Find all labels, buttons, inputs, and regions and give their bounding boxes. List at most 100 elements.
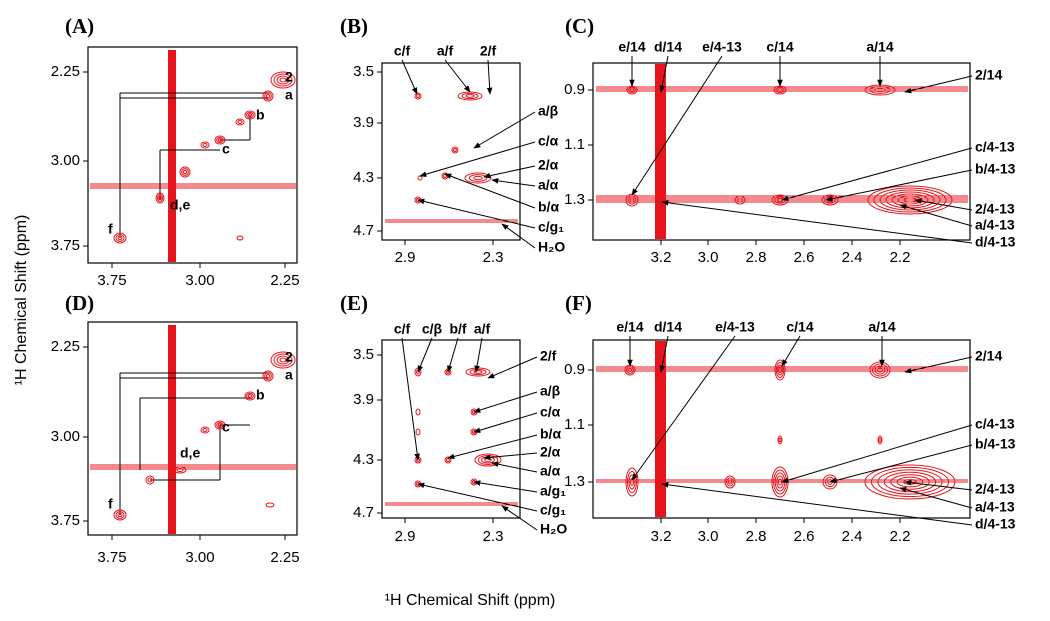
peak-annotation: c/14 xyxy=(786,319,813,335)
contour xyxy=(244,391,256,401)
arrow xyxy=(447,434,538,460)
peak-annotation: d/4-13 xyxy=(975,516,1016,532)
contour xyxy=(896,476,924,488)
contour xyxy=(822,474,838,490)
contour xyxy=(625,467,639,497)
y-tick-label: 3.75 xyxy=(51,237,80,254)
arrow xyxy=(631,335,736,481)
arrow xyxy=(501,505,538,531)
peak-annotation: a/β xyxy=(538,103,559,119)
arrow xyxy=(419,141,536,177)
plot-frame xyxy=(592,62,971,241)
x-tick-label: 2.8 xyxy=(746,528,767,545)
contour xyxy=(878,437,882,443)
arrow xyxy=(473,480,538,493)
peak-annotation: e/14 xyxy=(618,39,645,55)
contour xyxy=(775,362,785,378)
contour xyxy=(734,195,746,205)
x-tick-label: 2.4 xyxy=(842,249,863,266)
y-tick-label: 3.75 xyxy=(51,512,80,529)
contour xyxy=(262,90,274,102)
panel-label: (F) xyxy=(565,291,592,315)
contour xyxy=(276,355,290,365)
arrow xyxy=(829,444,973,484)
contour xyxy=(874,87,886,93)
peak-annotation: c/α xyxy=(538,133,559,149)
contour xyxy=(202,428,208,432)
peak-annotation: b xyxy=(256,107,265,123)
y-tick-label: 2.25 xyxy=(51,63,80,80)
peak-annotation: c/f xyxy=(394,43,411,59)
plot-frame xyxy=(87,321,298,536)
peak-annotation: a/f xyxy=(437,43,454,59)
contour xyxy=(276,75,290,85)
contour xyxy=(626,366,634,374)
contour xyxy=(724,475,736,489)
contour xyxy=(777,88,783,92)
peak-annotation: b/f xyxy=(449,321,466,337)
arrow xyxy=(904,356,973,374)
arrow xyxy=(661,200,973,244)
x-tick-label: 2.9 xyxy=(395,249,416,266)
contour xyxy=(262,370,274,382)
contour xyxy=(202,143,208,147)
contour xyxy=(113,509,127,521)
panel-label: (D) xyxy=(65,291,94,315)
contour xyxy=(237,120,243,124)
peak-annotation: c/4-13 xyxy=(975,416,1015,432)
panel-label: (E) xyxy=(340,291,368,315)
peak-annotation: e/4-13 xyxy=(715,319,755,335)
contour xyxy=(214,420,226,430)
peak-annotation: c/f xyxy=(394,321,411,337)
contour xyxy=(158,195,162,201)
peak-annotation: a/β xyxy=(540,383,561,399)
y-tick-label: 3.00 xyxy=(51,428,80,445)
x-tick-label: 2.2 xyxy=(890,249,911,266)
contour xyxy=(877,435,883,445)
contour xyxy=(883,471,937,493)
peak-annotation: b/4-13 xyxy=(975,436,1016,452)
peak-annotation: 2/f xyxy=(540,348,557,364)
peak-annotation: a/α xyxy=(540,463,561,479)
peak-annotation: a/14 xyxy=(868,319,895,335)
arrow xyxy=(447,337,459,373)
arrow xyxy=(491,461,538,473)
arrow xyxy=(914,198,973,211)
peak-annotation: 2 xyxy=(285,69,293,85)
arrow xyxy=(899,486,973,509)
peak-annotation: a/α xyxy=(538,177,559,193)
contour xyxy=(273,73,293,87)
contour xyxy=(417,175,423,181)
contour xyxy=(465,94,475,98)
contour xyxy=(265,502,275,508)
contour xyxy=(236,235,244,241)
y-tick-label: 3.00 xyxy=(51,152,80,169)
contour xyxy=(777,364,783,376)
peak-annotation: d,e xyxy=(180,445,200,461)
x-tick-label: 2.2 xyxy=(890,528,911,545)
contour xyxy=(265,93,271,99)
x-tick-label: 2.8 xyxy=(746,249,767,266)
x-tick-label: 3.75 xyxy=(97,549,126,566)
peak-annotation: f xyxy=(108,221,113,237)
x-tick-label: 2.6 xyxy=(794,249,815,266)
plot-frame xyxy=(87,46,298,264)
x-tick-label: 3.0 xyxy=(698,249,719,266)
peak-annotation: 2/4-13 xyxy=(975,481,1015,497)
arrow xyxy=(904,75,973,94)
contour xyxy=(200,141,210,149)
solvent-band xyxy=(168,325,176,534)
peak-annotation: a/g₁ xyxy=(540,483,566,499)
arrow xyxy=(401,59,418,95)
x-tick-label: 2.3 xyxy=(483,528,504,545)
y-tick-label: 4.7 xyxy=(353,222,374,239)
contour xyxy=(264,92,272,100)
contour xyxy=(464,172,492,184)
contour xyxy=(155,192,165,204)
contour xyxy=(279,77,287,83)
peak-annotation: a xyxy=(285,367,293,383)
peak-annotation: d/14 xyxy=(654,39,682,55)
arrow xyxy=(491,178,536,187)
panel-label: (C) xyxy=(565,14,594,38)
arrow xyxy=(781,335,801,367)
